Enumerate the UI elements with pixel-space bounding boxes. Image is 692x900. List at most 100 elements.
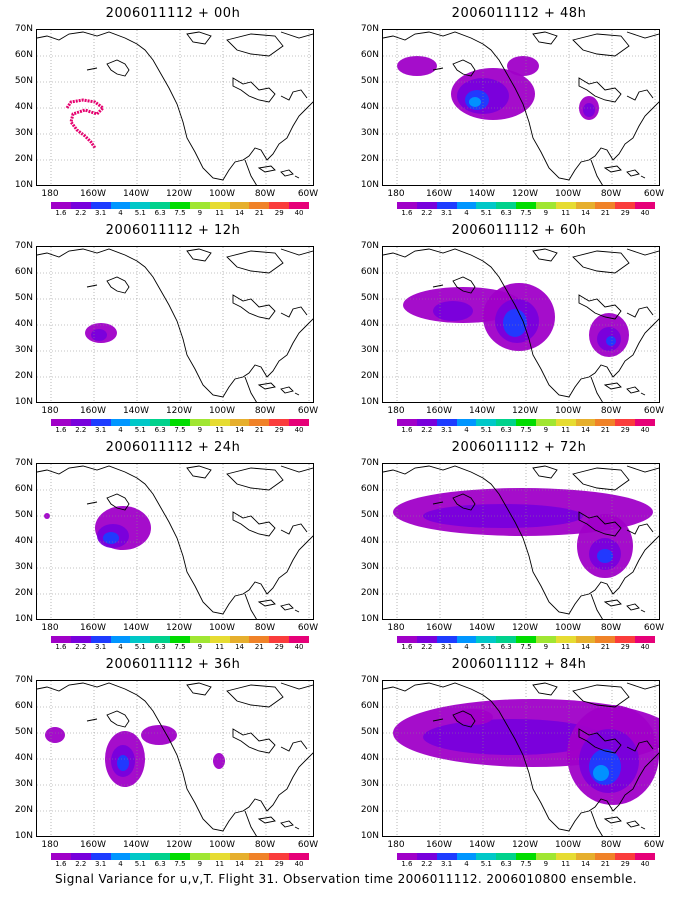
colorbar-swatch	[496, 853, 517, 860]
colorbar-swatch	[229, 636, 250, 643]
x-tick-label: 100W	[208, 840, 236, 850]
x-tick-label: 140W	[122, 623, 150, 633]
coastline	[452, 276, 476, 294]
x-tick-label: 100W	[554, 840, 582, 850]
colorbar-swatch	[170, 853, 190, 860]
colorbar-label: 1.6	[401, 643, 413, 651]
map-svg	[383, 681, 659, 836]
x-tick-label: 100W	[208, 406, 236, 416]
x-tick-label: 120W	[511, 623, 539, 633]
variance-contour	[433, 301, 473, 321]
y-tick-label: 70N	[14, 675, 33, 685]
map-plot-area	[382, 463, 660, 620]
x-tick-label: 180	[41, 189, 59, 199]
colorbar-label: 29	[620, 209, 630, 217]
coastline	[432, 284, 444, 288]
x-tick-label: 120W	[165, 406, 193, 416]
coastline	[603, 382, 622, 390]
colorbar-label: 14	[581, 426, 590, 434]
y-tick-label: 10N	[14, 614, 33, 624]
variance-contour	[593, 765, 609, 781]
map-panel: 2006011112 + 72h 70N 60N 50N 40N 30N 20N 10N 180…	[346, 434, 692, 651]
colorbar-swatch	[229, 202, 250, 209]
colorbar-label: 2.2	[421, 643, 433, 651]
map-panel: 2006011112 + 12h 70N 60N 50N 40N 30N 20N 10N 180…	[0, 217, 346, 434]
x-tick-label: 180	[387, 189, 405, 199]
colorbar-swatch	[170, 636, 190, 643]
y-tick-label: 60N	[14, 267, 33, 277]
coastline	[452, 493, 476, 511]
colorbar-swatch	[289, 202, 309, 209]
colorbar-swatch	[416, 202, 437, 209]
coastline	[37, 465, 313, 615]
colorbar-swatch	[615, 202, 636, 209]
y-tick-label: 60N	[14, 701, 33, 711]
colorbar-label: 6.3	[154, 209, 166, 217]
panel-title: 2006011112 + 84h	[451, 657, 587, 672]
coastline	[432, 501, 444, 505]
colorbar-label: 14	[235, 860, 244, 868]
colorbar-label: 5.1	[480, 209, 492, 217]
colorbar-label: 1.6	[55, 426, 67, 434]
y-tick-label: 70N	[360, 241, 379, 251]
colorbar-label: 21	[254, 643, 264, 651]
colorbar-label: 29	[274, 426, 284, 434]
colorbar-swatch	[595, 853, 616, 860]
coastline	[452, 710, 476, 728]
variance-contour	[117, 755, 129, 771]
colorbar-swatch	[456, 419, 477, 426]
coastline	[626, 603, 640, 611]
coastline	[186, 31, 212, 45]
panel-title: 2006011112 + 36h	[105, 657, 241, 672]
colorbar-label: 6.3	[154, 643, 166, 651]
colorbar-swatch	[555, 636, 576, 643]
coastline	[37, 248, 313, 398]
colorbar-swatch	[416, 419, 437, 426]
map-plot-area	[36, 463, 314, 620]
coastline	[590, 810, 603, 836]
colorbar-swatch	[130, 202, 151, 209]
colorbar-label: 29	[274, 860, 284, 868]
coastline	[626, 31, 659, 39]
colorbar-label: 11	[215, 426, 225, 434]
x-tick-label: 180	[387, 623, 405, 633]
colorbar-swatch	[535, 202, 556, 209]
y-tick-label: 40N	[360, 536, 379, 546]
colorbar-label: 9	[543, 643, 549, 651]
colorbar-swatch	[150, 853, 171, 860]
colorbar-swatch	[209, 419, 230, 426]
x-tick-label: 100W	[554, 623, 582, 633]
colorbar-swatch	[397, 853, 417, 860]
coastline	[37, 31, 313, 181]
colorbar-label: 21	[254, 426, 264, 434]
y-tick-label: 70N	[360, 675, 379, 685]
colorbar-label: 29	[274, 643, 284, 651]
colorbar-label: 4	[118, 426, 123, 434]
coastline	[603, 599, 622, 607]
coastline	[106, 276, 130, 294]
variance-contour	[397, 56, 437, 76]
panel-title: 2006011112 + 00h	[105, 6, 241, 21]
map-svg	[383, 464, 659, 619]
y-tick-label: 50N	[360, 510, 379, 520]
coastline	[280, 682, 313, 690]
y-tick-label: 50N	[360, 76, 379, 86]
coastline	[383, 248, 659, 398]
coastline	[280, 89, 308, 101]
colorbar-label: 2.2	[75, 860, 87, 868]
colorbar-swatch	[635, 636, 655, 643]
coastline	[186, 248, 212, 262]
colorbar-swatch	[189, 202, 210, 209]
y-tick-label: 40N	[14, 753, 33, 763]
x-tick-label: 140W	[468, 840, 496, 850]
colorbar-swatch	[535, 853, 556, 860]
colorbar	[51, 419, 309, 426]
x-tick-label: 140W	[122, 189, 150, 199]
colorbar-swatch	[456, 853, 477, 860]
coastline	[452, 59, 476, 77]
colorbar-swatch	[476, 636, 497, 643]
y-tick-label: 10N	[360, 180, 379, 190]
x-tick-label: 140W	[468, 189, 496, 199]
y-tick-label: 20N	[14, 588, 33, 598]
y-tick-label: 30N	[14, 562, 33, 572]
